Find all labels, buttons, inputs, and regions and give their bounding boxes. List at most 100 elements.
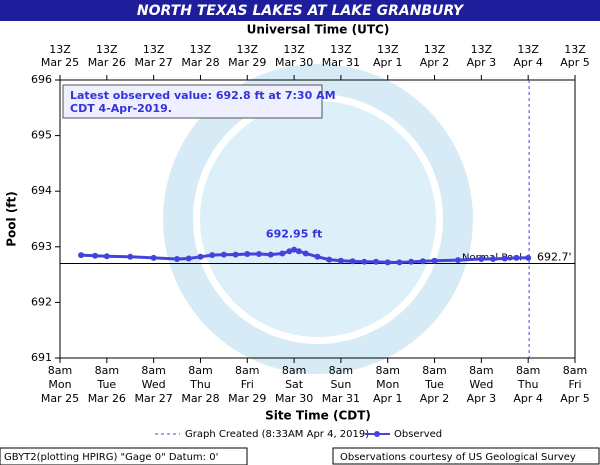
- x-tick-label: Mar 27: [135, 392, 173, 405]
- x2-tick-label: Apr 1: [373, 56, 403, 69]
- x-tick-label: Sat: [285, 378, 304, 391]
- x2-tick-label: Mar 25: [41, 56, 79, 69]
- series-point: [361, 258, 368, 265]
- x-tick-label: 8am: [516, 364, 540, 377]
- x-tick-label: Mon: [376, 378, 399, 391]
- legend-observed: Observed: [394, 429, 442, 440]
- x2-tick-label: Apr 5: [560, 56, 590, 69]
- footer-right: Observations courtesy of US Geological S…: [340, 452, 576, 463]
- x2-tick-label: Apr 2: [420, 56, 450, 69]
- legend-observed-dot: [374, 431, 380, 437]
- y-tick-label: 693: [31, 240, 52, 253]
- x-tick-label: Mar 31: [322, 392, 360, 405]
- x-tick-label: Mar 25: [41, 392, 79, 405]
- series-point: [349, 258, 356, 265]
- y-tick-label: 692: [31, 295, 52, 308]
- x2-tick-label: 13Z: [190, 43, 212, 56]
- x2-tick-label: Mar 28: [181, 56, 219, 69]
- x2-tick-label: 13Z: [424, 43, 446, 56]
- y-tick-label: 694: [31, 184, 52, 197]
- series-point: [220, 251, 227, 258]
- series-point: [185, 255, 192, 262]
- series-point: [314, 253, 321, 260]
- x-tick-label: Apr 5: [560, 392, 590, 405]
- series-point: [326, 256, 333, 263]
- x2-tick-label: Apr 3: [467, 56, 497, 69]
- series-point: [302, 250, 309, 257]
- series-point: [291, 246, 298, 253]
- x2-tick-label: 13Z: [49, 43, 71, 56]
- x2-tick-label: Apr 4: [513, 56, 543, 69]
- x2-tick-label: Mar 30: [275, 56, 313, 69]
- series-point: [78, 252, 85, 259]
- series-point: [267, 251, 274, 258]
- legend-created: Graph Created (8:33AM Apr 4, 2019): [185, 429, 369, 440]
- x2-tick-label: 13Z: [377, 43, 399, 56]
- x2-tick-label: 13Z: [283, 43, 305, 56]
- x2-axis-label: Universal Time (UTC): [247, 23, 390, 37]
- peak-label: 692.95 ft: [266, 228, 322, 241]
- series-point: [501, 255, 508, 262]
- x-tick-label: 8am: [563, 364, 587, 377]
- x-tick-label: Mon: [48, 378, 71, 391]
- x-tick-label: 8am: [282, 364, 306, 377]
- x-tick-label: Tue: [424, 378, 444, 391]
- footer-left: GBYT2(plotting HPIRG) "Gage 0" Datum: 0': [4, 452, 218, 463]
- x2-tick-label: 13Z: [143, 43, 165, 56]
- series-point: [408, 258, 415, 265]
- series-point: [513, 254, 520, 261]
- series-point: [279, 250, 286, 257]
- note-line: Latest observed value: 692.8 ft at 7:30 …: [70, 89, 336, 102]
- series-point: [295, 248, 302, 255]
- x-tick-label: 8am: [469, 364, 493, 377]
- x-tick-label: Sun: [330, 378, 351, 391]
- x-tick-label: Apr 3: [467, 392, 497, 405]
- series-point: [209, 252, 216, 259]
- series-point: [384, 259, 391, 266]
- x-tick-label: Mar 30: [275, 392, 313, 405]
- y-axis-label: Pool (ft): [5, 191, 19, 247]
- series-point: [525, 254, 532, 261]
- x-tick-label: 8am: [422, 364, 446, 377]
- series-point: [103, 253, 110, 260]
- series-point: [197, 253, 204, 260]
- x2-tick-label: 13Z: [564, 43, 586, 56]
- title-bar: [0, 0, 600, 21]
- x-tick-label: Fri: [241, 378, 254, 391]
- x2-tick-label: 13Z: [96, 43, 118, 56]
- x-tick-label: Wed: [142, 378, 166, 391]
- x-tick-label: 8am: [188, 364, 212, 377]
- chart-title: NORTH TEXAS LAKES AT LAKE GRANBURY: [137, 3, 465, 19]
- x-tick-label: Apr 4: [513, 392, 543, 405]
- series-point: [127, 253, 134, 260]
- x2-tick-label: 13Z: [471, 43, 493, 56]
- x-tick-label: Apr 1: [373, 392, 403, 405]
- x2-tick-label: Mar 27: [135, 56, 173, 69]
- series-point: [396, 259, 403, 266]
- series-point: [255, 251, 262, 258]
- x-tick-label: 8am: [235, 364, 259, 377]
- note-line: CDT 4-Apr-2019.: [70, 102, 172, 115]
- series-point: [286, 248, 293, 255]
- series-point: [454, 257, 461, 264]
- series-point: [431, 257, 438, 264]
- x2-tick-label: 13Z: [330, 43, 352, 56]
- x-tick-label: 8am: [329, 364, 353, 377]
- normal-pool-value: 692.7': [537, 250, 572, 263]
- series-point: [244, 251, 251, 258]
- x2-tick-label: Mar 29: [228, 56, 266, 69]
- x-tick-label: Fri: [568, 378, 581, 391]
- y-tick-label: 696: [31, 73, 52, 86]
- series-point: [174, 256, 181, 263]
- x-tick-label: Mar 28: [181, 392, 219, 405]
- x-tick-label: Apr 2: [420, 392, 450, 405]
- footer-left-box: [0, 447, 248, 465]
- watermark-disc: [200, 101, 436, 337]
- x-tick-label: Thu: [189, 378, 211, 391]
- plot-frame: [59, 79, 576, 359]
- watermark: [163, 64, 473, 374]
- series-point: [150, 254, 157, 261]
- x-tick-label: Wed: [469, 378, 493, 391]
- series-point: [419, 258, 426, 265]
